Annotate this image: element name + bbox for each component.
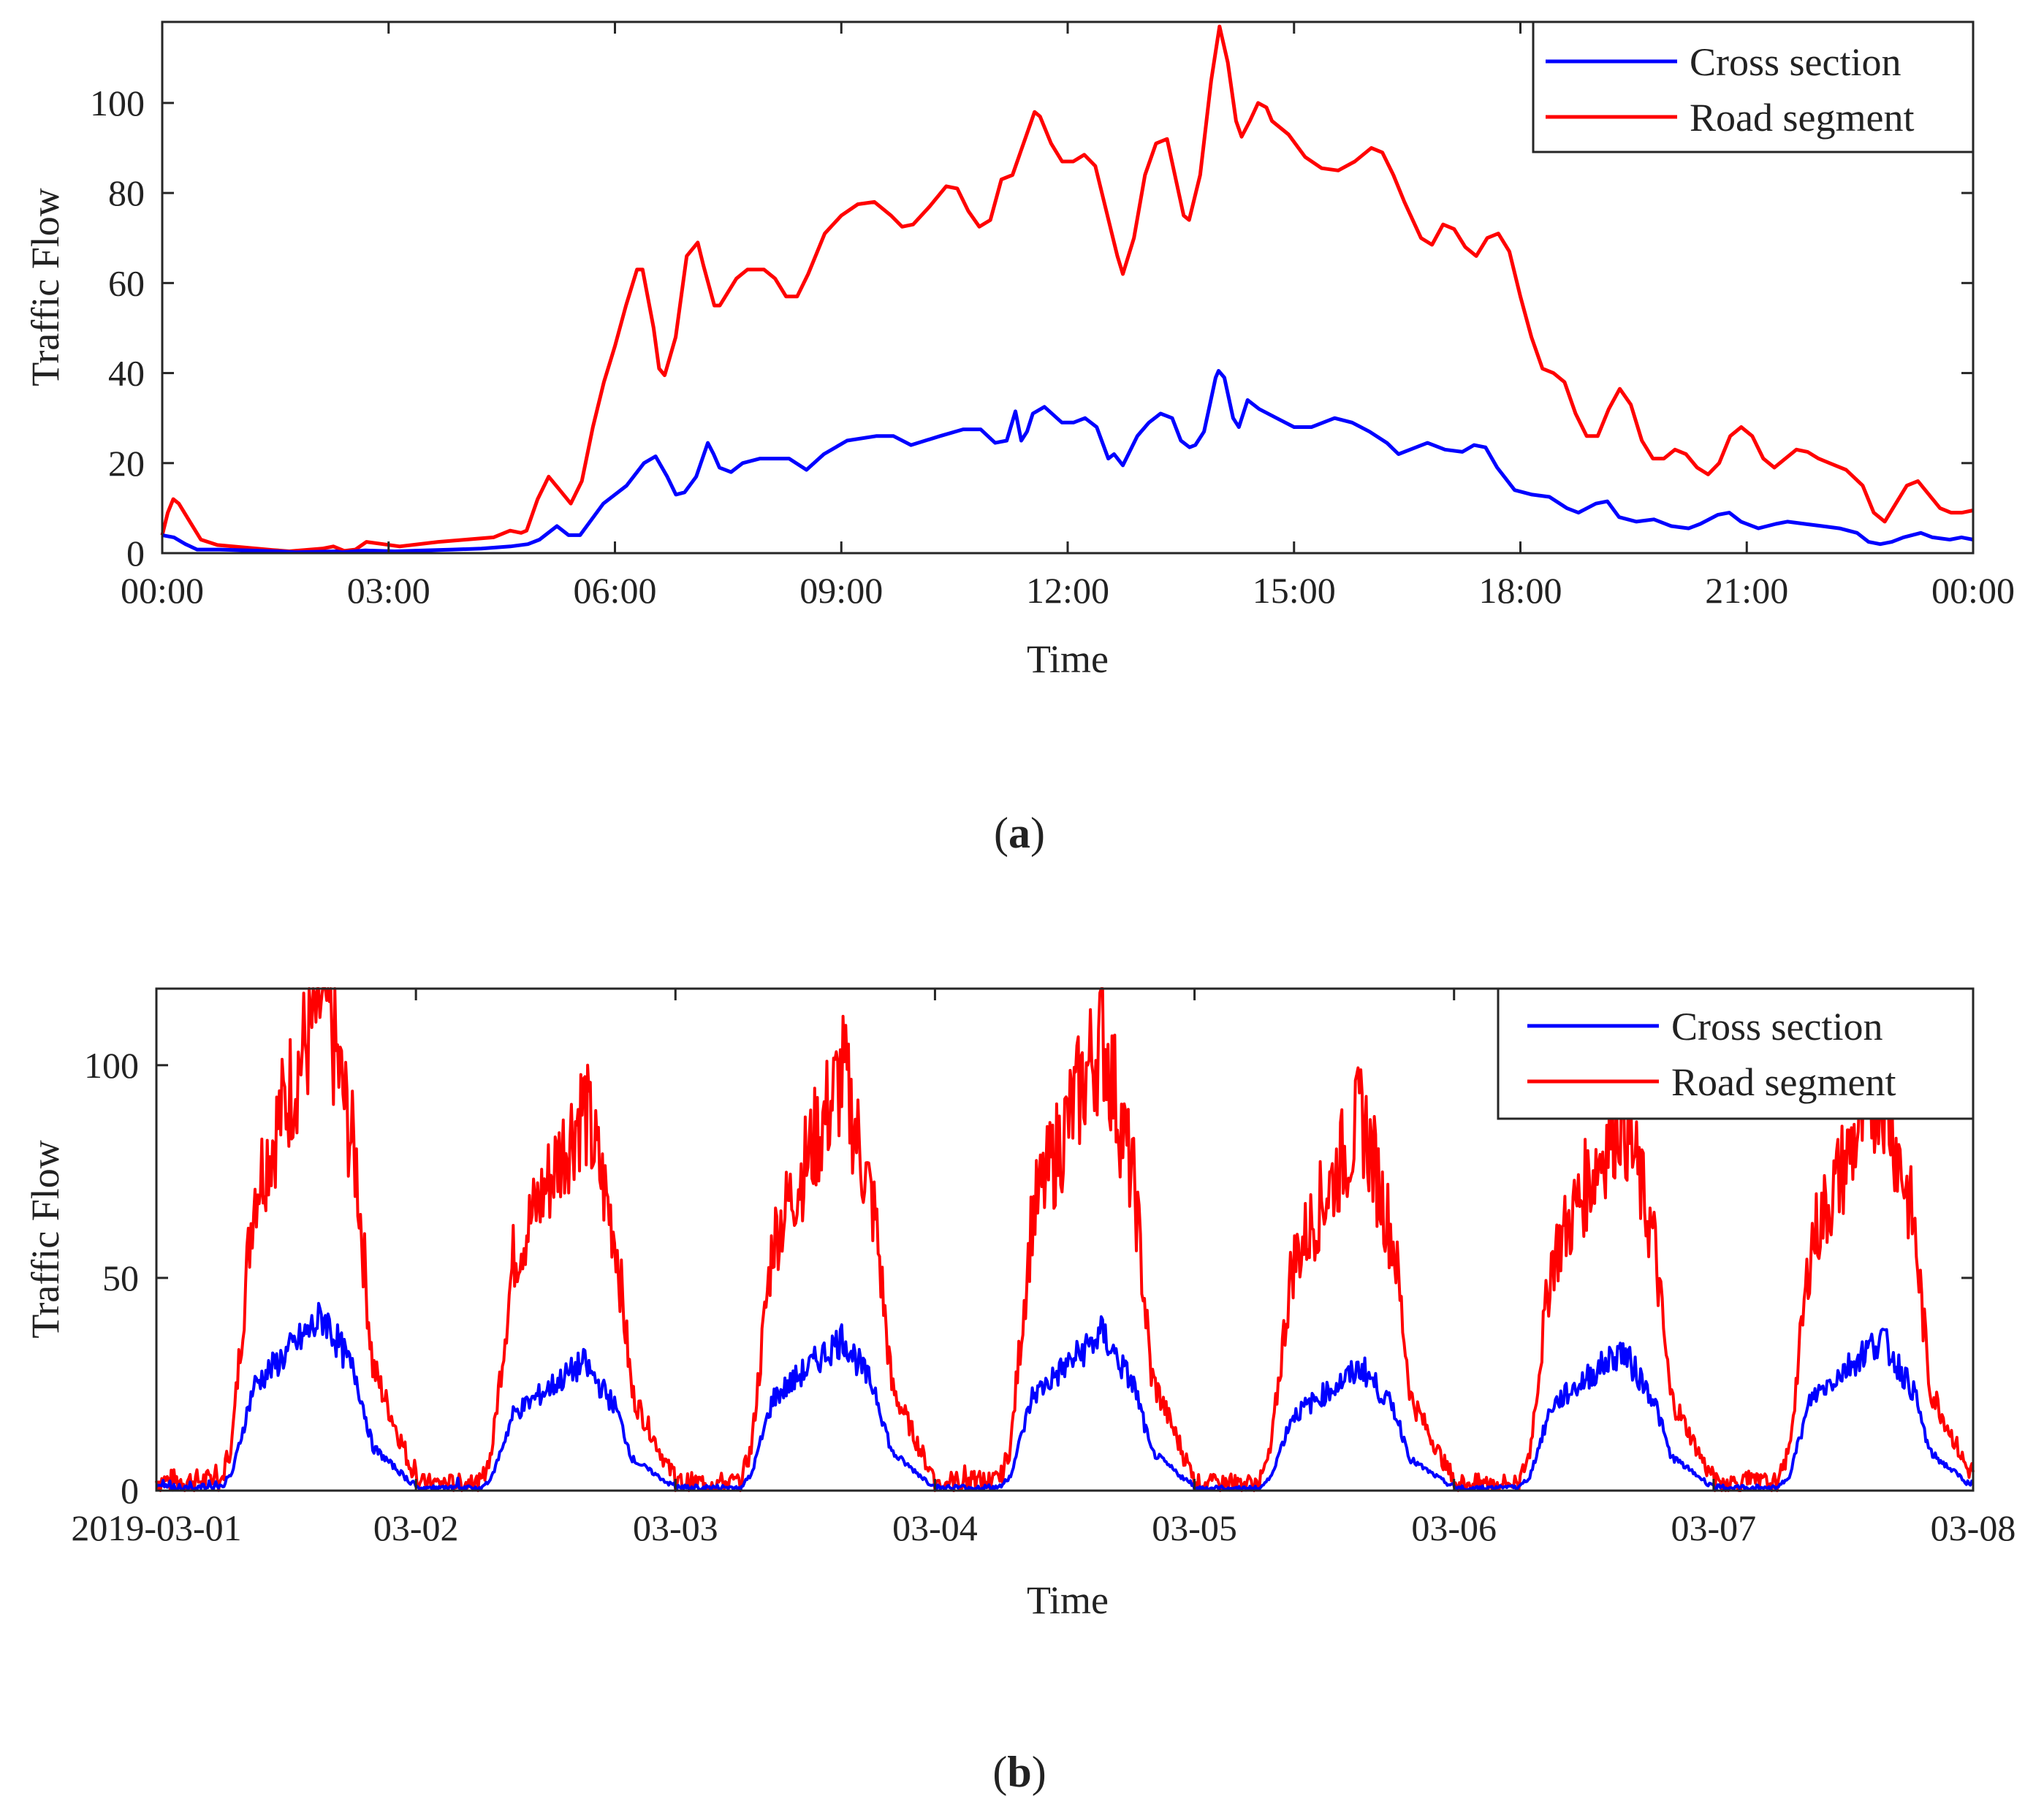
chart-a-legend-label-road: Road segment [1690, 96, 1914, 140]
chart-b-ylabel: Traffic Flow [23, 1140, 67, 1339]
chart-b-panel-close: ) [1032, 1748, 1046, 1796]
chart-a-xtick-label: 00:00 [121, 570, 204, 611]
chart-b-legend: Cross section Road segment [1497, 987, 1975, 1120]
chart-b-legend-label-road: Road segment [1671, 1060, 1896, 1104]
chart-b-xlabel: Time [1027, 1578, 1109, 1622]
chart-b-xtick-label: 03-07 [1671, 1507, 1757, 1548]
chart-a-xtick-label: 03:00 [347, 570, 430, 611]
chart-a-line-road-segment [160, 24, 1974, 553]
chart-a-xtick-label: 06:00 [574, 570, 657, 611]
chart-a: 00:00 03:00 06:00 09:00 12:00 15:00 18:00 21:00… [23, 20, 2015, 857]
chart-b-xtick-label: 03-05 [1152, 1507, 1237, 1548]
chart-a-xtick-label: 09:00 [799, 570, 883, 611]
chart-b-panel-label: (b) [992, 1748, 1046, 1796]
chart-b-line-road-segment [155, 987, 1975, 1492]
chart-b-series [155, 987, 1975, 1492]
chart-b-panel-letter: b [1007, 1748, 1031, 1796]
chart-a-ytick-label: 40 [108, 353, 145, 394]
chart-b-ytick-label: 50 [102, 1258, 139, 1298]
chart-a-series [160, 24, 1974, 555]
chart-b-ticks: 2019-03-01 03-02 03-03 03-04 03-05 03-06 03-07… [71, 989, 2015, 1548]
chart-b-xtick-label: 2019-03-01 [71, 1507, 241, 1548]
chart-a-xtick-label: 21:00 [1705, 570, 1788, 611]
chart-a-xlabel: Time [1027, 637, 1109, 681]
chart-b-xtick-label: 03-08 [1931, 1507, 2016, 1548]
chart-b-ytick-label: 0 [121, 1470, 139, 1511]
chart-b-ytick-label: 100 [84, 1045, 139, 1086]
chart-b-legend-box [1497, 987, 1975, 1120]
chart-a-legend-label-cross: Cross section [1690, 40, 1901, 84]
chart-a-line-cross-section [162, 369, 1974, 555]
chart-a-panel-open: ( [994, 809, 1008, 857]
chart-a-ytick-label: 100 [90, 83, 145, 123]
chart-a-ytick-label: 60 [108, 262, 145, 303]
chart-a-panel-label: (a) [994, 809, 1045, 857]
chart-a-ylabel: Traffic Flow [23, 188, 67, 387]
chart-b-xtick-label: 03-03 [633, 1507, 718, 1548]
chart-a-ytick-label: 0 [126, 533, 145, 574]
chart-a-legend: Cross section Road segment [1532, 20, 1975, 153]
chart-a-xtick-label: 18:00 [1479, 570, 1562, 611]
chart-a-ytick-label: 20 [108, 443, 145, 484]
chart-b-line-cross-section [155, 1301, 1974, 1492]
chart-b-xtick-label: 03-04 [892, 1507, 978, 1548]
chart-a-panel-letter: a [1008, 809, 1030, 857]
chart-a-ytick-label: 80 [108, 172, 145, 213]
chart-b-axes-box [155, 987, 1975, 1492]
chart-a-xtick-label: 00:00 [1931, 570, 2015, 611]
chart-b-panel-open: ( [992, 1748, 1007, 1796]
chart-b-legend-label-cross: Cross section [1671, 1005, 1883, 1049]
chart-a-ticks: 00:00 03:00 06:00 09:00 12:00 15:00 18:00 21:00… [90, 22, 2015, 611]
chart-a-xtick-label: 12:00 [1026, 570, 1109, 611]
chart-a-legend-box [1532, 20, 1975, 153]
chart-a-xtick-label: 15:00 [1253, 570, 1336, 611]
chart-b: 2019-03-01 03-02 03-03 03-04 03-05 03-06 03-07… [23, 987, 2015, 1796]
chart-b-xtick-label: 03-06 [1411, 1507, 1497, 1548]
chart-a-panel-close: ) [1030, 809, 1045, 857]
chart-b-xtick-label: 03-02 [373, 1507, 459, 1548]
